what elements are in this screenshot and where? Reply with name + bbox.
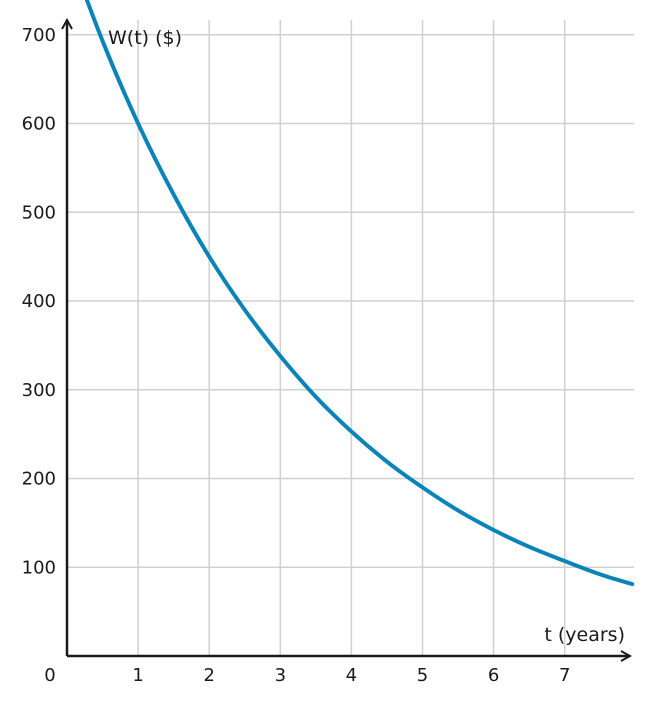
y-tick-label: 400 [22, 291, 56, 312]
origin-label: 0 [44, 665, 55, 686]
x-tick-label: 1 [132, 665, 143, 686]
y-axis-title: W(t) ($) [108, 27, 182, 49]
y-tick-label: 500 [22, 202, 56, 223]
y-tick-label: 600 [22, 114, 56, 135]
x-axis-title: t (years) [544, 624, 625, 646]
x-tick-label: 3 [275, 665, 286, 686]
x-tick-label: 6 [488, 665, 499, 686]
tick-labels: 1234567100200300400500600700800 [22, 25, 571, 686]
x-tick-label: 2 [203, 665, 214, 686]
y-tick-label: 700 [22, 25, 56, 46]
x-tick-label: 5 [417, 665, 428, 686]
x-tick-label: 7 [559, 665, 570, 686]
series-group [84, 0, 635, 587]
series-line [84, 0, 635, 587]
grid [67, 20, 634, 656]
x-tick-label: 4 [346, 665, 357, 686]
axes [67, 20, 630, 656]
y-tick-label: 200 [22, 469, 56, 490]
y-tick-label: 100 [22, 557, 56, 578]
y-tick-label: 300 [22, 380, 56, 401]
